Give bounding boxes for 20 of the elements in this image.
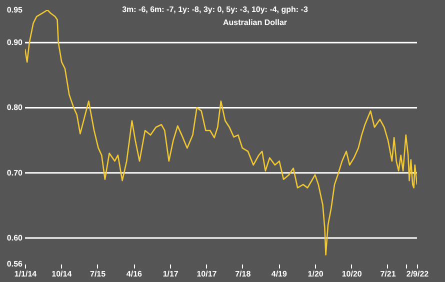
y-tick-label: 0.60 xyxy=(6,233,24,242)
x-tick-label: 7/15 xyxy=(90,270,106,278)
y-tick-label: 0.56 xyxy=(6,260,24,268)
x-tick-label: 2/9/22 xyxy=(406,270,430,278)
x-tick-label: 7/18 xyxy=(235,270,252,278)
x-tick-label: 4/19 xyxy=(271,270,288,278)
x-tick-label: 1/1/14 xyxy=(14,270,38,278)
x-tick-label: 10/17 xyxy=(196,270,218,278)
x-tick-label: 10/14 xyxy=(52,270,72,278)
annotation: 3m: -6, 6m: -7, 1y: -8, 3y: 0, 5y: -3, 10y: -4, gph: -3 xyxy=(122,5,308,14)
y-tick-label: 0.95 xyxy=(6,6,24,14)
x-tick-label: 7/21 xyxy=(380,270,396,278)
x-tick-label: 4/16 xyxy=(126,270,143,278)
x-tick-label: 1/20 xyxy=(308,270,324,278)
text: Australian Dollar xyxy=(222,18,288,27)
y-tick-label: 0.90 xyxy=(6,38,24,48)
x-tick-label: 1/17 xyxy=(162,270,179,278)
x-tick-label: 10/20 xyxy=(342,270,362,278)
y-tick-label: 0.80 xyxy=(6,103,24,112)
y-tick-label: 0.70 xyxy=(6,168,24,178)
